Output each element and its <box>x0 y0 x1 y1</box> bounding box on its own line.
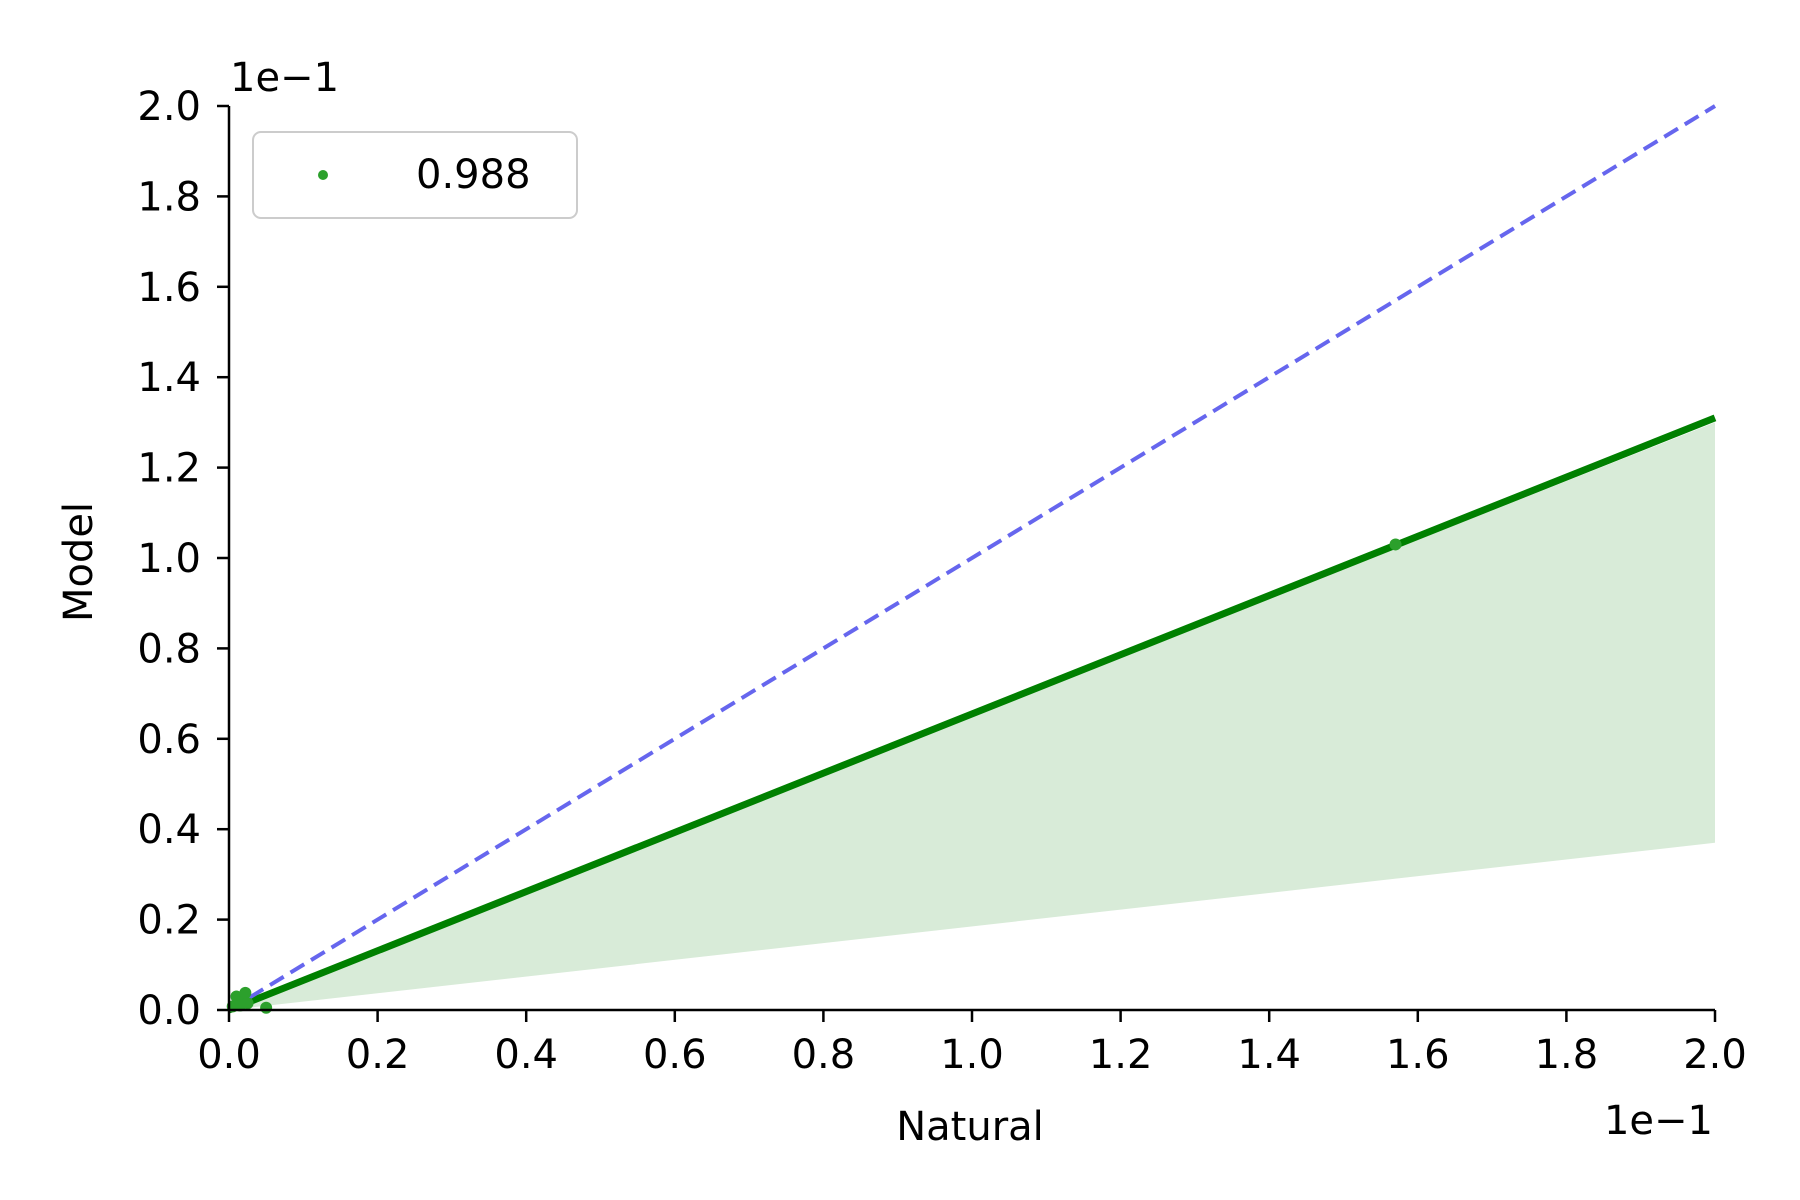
y-tick-label: 2.0 <box>137 84 201 130</box>
x-tick-label: 1.4 <box>1237 1032 1301 1078</box>
data-point-7 <box>1389 538 1402 551</box>
x-tick-label: 1.2 <box>1089 1032 1153 1078</box>
x-tick-label: 0.8 <box>792 1032 856 1078</box>
y-tick-label: 0.8 <box>137 626 201 672</box>
regression-line <box>227 414 1717 1014</box>
x-tick-label: 2.0 <box>1683 1032 1747 1078</box>
x-tick-label: 1.0 <box>940 1032 1004 1078</box>
data-point-6 <box>260 1001 273 1014</box>
data-point-5 <box>241 997 254 1010</box>
legend-label: 0.988 <box>416 152 531 198</box>
y-offset-label: 1e−1 <box>230 55 339 101</box>
legend: 0.988 <box>252 131 578 219</box>
x-tick-label: 1.6 <box>1386 1032 1450 1078</box>
y-tick-label: 1.2 <box>137 446 201 492</box>
y-tick-label: 1.0 <box>137 536 201 582</box>
y-tick-label: 1.8 <box>137 174 201 220</box>
identity-line <box>227 104 1717 1012</box>
x-tick-label: 0.0 <box>197 1032 261 1078</box>
x-tick-label: 0.4 <box>494 1032 558 1078</box>
legend-frame <box>252 131 578 219</box>
y-tick-label: 0.2 <box>137 898 201 944</box>
y-axis-label: Model <box>56 502 102 622</box>
x-tick-label: 0.6 <box>643 1032 707 1078</box>
x-tick-label: 1.8 <box>1535 1032 1599 1078</box>
x-tick-label: 0.2 <box>346 1032 410 1078</box>
y-tick-label: 0.6 <box>137 717 201 763</box>
data-point-4 <box>239 986 252 999</box>
y-tick-label: 1.6 <box>137 265 201 311</box>
y-tick-label: 0.4 <box>137 807 201 853</box>
legend-marker <box>318 170 328 180</box>
y-tick-label: 1.4 <box>137 355 201 401</box>
ticks: 0.0 0.2 0.4 0.6 0.8 1.0 1.2 1.4 1.6 1.8 2.0 0.0 0.2 0… <box>137 84 1746 1078</box>
lines-layer <box>227 104 1717 1014</box>
y-tick-label: 0.0 <box>137 988 201 1034</box>
x-axis-label: Natural <box>896 1104 1044 1150</box>
x-offset-label: 1e−1 <box>1604 1098 1713 1144</box>
